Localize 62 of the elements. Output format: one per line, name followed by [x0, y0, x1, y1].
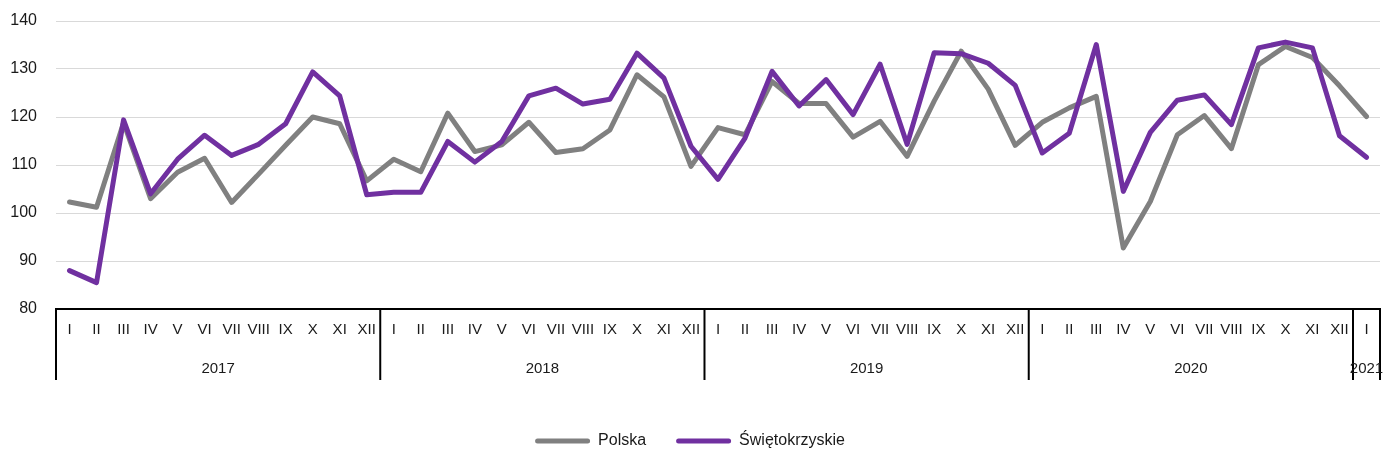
y-tick-label: 80: [19, 299, 38, 317]
x-tick-label: VII: [546, 320, 566, 338]
x-tick-label: I: [715, 320, 721, 338]
x-tick-label: V: [172, 320, 183, 338]
x-tick-label: I: [1364, 320, 1369, 338]
x-tick-label: V: [496, 320, 507, 338]
x-tick-label: IV: [143, 320, 158, 338]
x-tick-label: III: [765, 320, 779, 338]
y-tick-label: 90: [19, 251, 38, 269]
y-tick-label: 140: [10, 11, 38, 29]
x-tick-label: V: [821, 320, 832, 338]
x-tick-label: III: [441, 320, 455, 338]
x-tick-label: VI: [846, 320, 861, 338]
x-tick-label: VI: [1170, 320, 1185, 338]
x-tick-label: VI: [521, 320, 536, 338]
x-tick-label: IX: [602, 320, 618, 338]
x-tick-label: X: [1280, 320, 1291, 338]
x-tick-label: III: [1090, 320, 1103, 338]
x-tick-label: IV: [467, 320, 482, 338]
x-tick-label: II: [740, 320, 750, 338]
x-tick-label: VIII: [571, 320, 595, 338]
x-tick-label: II: [92, 320, 101, 338]
x-tick-label: VII: [222, 320, 241, 338]
x-tick-label: V: [1145, 320, 1156, 338]
x-tick-label: VI: [197, 320, 212, 338]
x-tick-label: I: [67, 320, 72, 338]
text: 2017: [201, 359, 235, 377]
x-tick-label: XI: [656, 320, 672, 338]
y-tick-label: 100: [10, 203, 38, 221]
x-tick-label: II: [1065, 320, 1074, 338]
y-tick-label: 120: [10, 107, 38, 125]
x-tick-label: IX: [278, 320, 293, 338]
x-tick-label: VII: [870, 320, 890, 338]
x-tick-label: III: [117, 320, 130, 338]
x-tick-label: IV: [1116, 320, 1131, 338]
x-tick-label: VIII: [247, 320, 270, 338]
x-tick-label: VII: [1195, 320, 1214, 338]
y-tick-label: 110: [11, 155, 38, 173]
x-tick-label: XII: [357, 320, 376, 338]
x-tick-label: X: [307, 320, 318, 338]
x-tick-label: IX: [1251, 320, 1266, 338]
x-tick-label: X: [631, 320, 642, 338]
x-tick-label: I: [391, 320, 396, 338]
y-tick-label: 130: [10, 59, 38, 77]
x-tick-label: II: [416, 320, 425, 338]
legend-label: Polska: [598, 431, 647, 449]
x-tick-label: XI: [332, 320, 347, 338]
x-tick-label: VIII: [895, 320, 919, 338]
text: 2018: [525, 359, 560, 377]
x-tick-label: X: [956, 320, 967, 338]
x-tick-label: IV: [791, 320, 807, 338]
x-tick-label: XI: [981, 320, 996, 338]
text: 2019: [849, 359, 884, 377]
x-tick-label: I: [1040, 320, 1045, 338]
x-tick-label: IX: [927, 320, 942, 338]
x-tick-label: XI: [1305, 320, 1320, 338]
x-tick-label: XII: [1006, 320, 1025, 338]
x-tick-label: XII: [681, 320, 701, 338]
x-tick-label: VIII: [1220, 320, 1243, 338]
legend-label: Świętokrzyskie: [739, 430, 846, 449]
text: 2020: [1174, 359, 1208, 377]
x-tick-label: XII: [1330, 320, 1349, 338]
